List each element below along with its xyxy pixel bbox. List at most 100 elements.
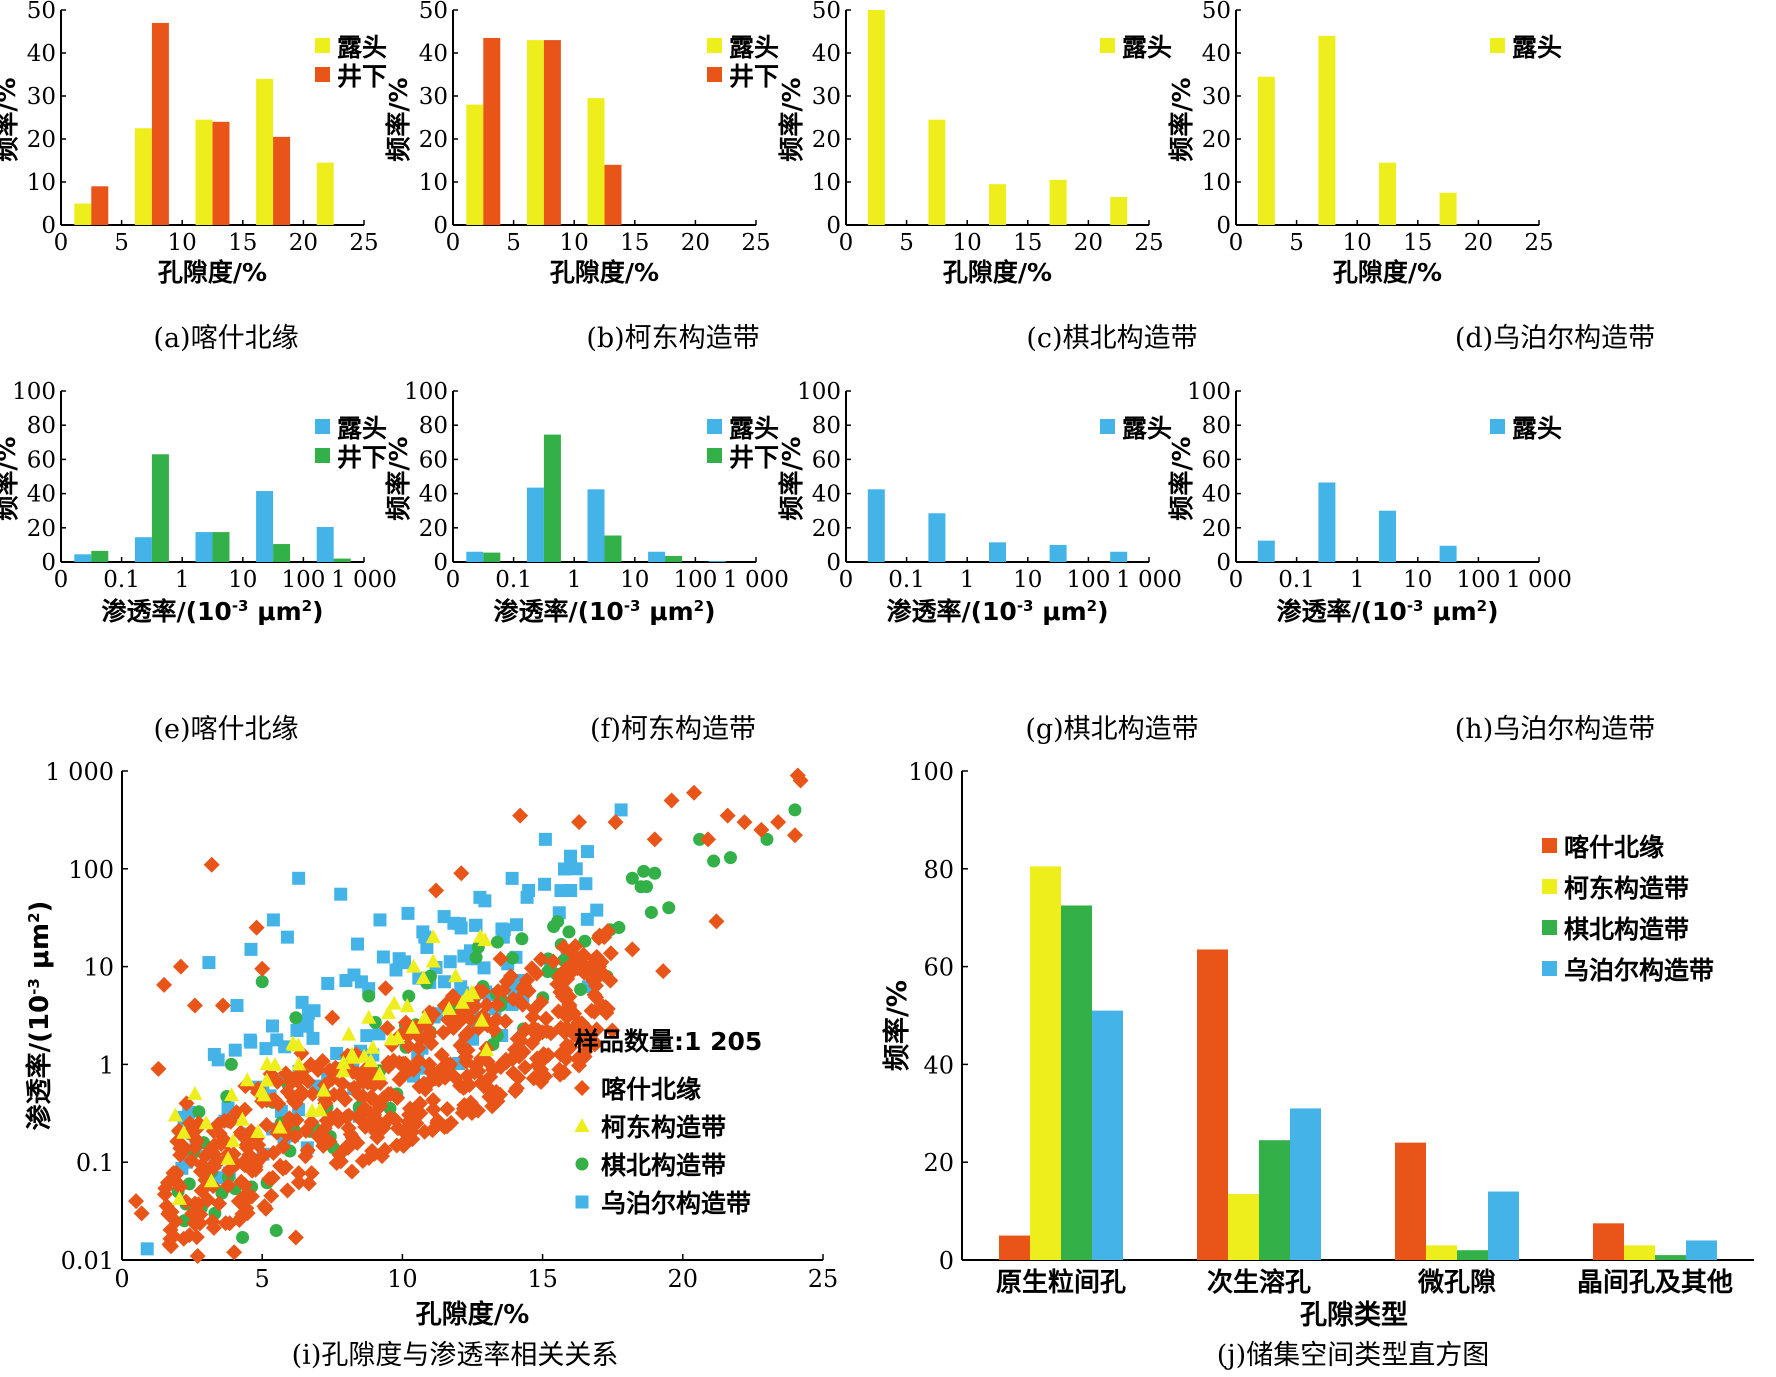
legend-a-0-swatch <box>315 38 330 53</box>
point-棋北构造带-cloud-5 <box>469 950 483 964</box>
legend-i-3-label: 乌泊尔构造带 <box>601 1189 751 1218</box>
point-喀什北缘-cloud-440 <box>439 1100 456 1117</box>
x-tick-label-e-4: 100 <box>281 567 325 593</box>
point-喀什北缘-cloud-455 <box>593 953 610 970</box>
y-tick-label-i-2: 1 <box>99 1051 114 1079</box>
point-喀什北缘-cloud-252 <box>489 996 506 1013</box>
point-喀什北缘-cloud-435 <box>162 1221 179 1238</box>
x-tick-label-h-1: 0.1 <box>1278 567 1315 593</box>
x-tick-label-h-2: 1 <box>1350 567 1365 593</box>
y-tick-label-a-5: 50 <box>27 0 56 24</box>
point-喀什北缘-cloud-409 <box>360 1149 377 1166</box>
bar-j-棋北构造带-晶间孔及其他 <box>1655 1255 1686 1260</box>
point-喀什北缘-cloud-493 <box>469 1102 486 1119</box>
x-axis-label-c: 孔隙度/% <box>943 258 1052 287</box>
y-tick-label-e-5: 100 <box>12 379 56 405</box>
point-棋北构造带-cloud-30 <box>637 864 651 878</box>
x-axis-label-b: 孔隙度/% <box>550 258 659 287</box>
point-喀什北缘-cloud-480 <box>349 1134 366 1151</box>
legend-j-3-swatch <box>1542 961 1557 976</box>
point-喀什北缘-cloud-384 <box>494 1056 511 1073</box>
y-tick-label-f-0: 0 <box>433 550 448 576</box>
point-乌泊尔构造带-cloud-58 <box>469 918 483 932</box>
y-axis-label-i: 渗透率/(10-3 μm2) <box>24 901 55 1131</box>
point-柯东构造带-3 <box>198 1115 214 1130</box>
point-喀什北缘-47 <box>719 807 736 824</box>
legend-i-0-marker <box>574 1080 590 1096</box>
bar-c-露头-20-25 <box>1110 197 1128 225</box>
x-tick-label-c-1: 5 <box>899 230 914 256</box>
point-喀什北缘-cloud-256 <box>412 1095 429 1112</box>
y-axis-label-c: 频率/% <box>777 77 806 161</box>
point-柯东构造带-cloud-39 <box>234 1111 250 1126</box>
point-乌泊尔构造带-cloud-126 <box>307 1004 321 1018</box>
point-乌泊尔构造带-cloud-74 <box>389 963 403 977</box>
point-乌泊尔构造带-cloud-47 <box>590 903 604 917</box>
point-喀什北缘-cloud-325 <box>157 1180 174 1197</box>
legend-h-0-swatch <box>1490 419 1505 434</box>
point-喀什北缘-6 <box>186 997 203 1014</box>
point-乌泊尔构造带-cloud-63 <box>443 955 457 969</box>
x-tick-label-e-3: 10 <box>228 567 257 593</box>
point-喀什北缘-cloud-315 <box>561 988 578 1005</box>
point-喀什北缘-cloud-426 <box>443 1114 460 1131</box>
point-喀什北缘-cloud-484 <box>373 1148 390 1165</box>
point-喀什北缘-cloud-508 <box>321 1062 338 1079</box>
point-乌泊尔构造带-10 <box>351 937 365 951</box>
point-棋北构造带-cloud-18 <box>490 935 504 949</box>
bar-d-露头-0-5 <box>1257 76 1275 226</box>
point-喀什北缘-cloud-225 <box>258 1116 275 1133</box>
point-喀什北缘-cloud-184 <box>410 1039 427 1056</box>
point-喀什北缘-cloud-507 <box>446 1011 463 1028</box>
point-棋北构造带-cloud-15 <box>192 1105 206 1119</box>
legend-i-1-marker <box>574 1118 590 1132</box>
bar-f-井下-0.1-1 <box>543 434 561 562</box>
caption-f: (f)柯东构造带 <box>589 714 757 745</box>
bar-j-喀什北缘-次生溶孔 <box>1197 949 1228 1260</box>
point-柯东构造带-cloud-14 <box>390 1029 406 1044</box>
x-tick-label-f-5: 1 000 <box>723 567 789 593</box>
point-棋北构造带-22 <box>760 832 774 846</box>
caption-b: (b)柯东构造带 <box>586 323 760 354</box>
point-喀什北缘-cloud-262 <box>433 1046 450 1063</box>
legend-a-1-swatch <box>315 67 330 82</box>
point-乌泊尔构造带-0 <box>140 1242 154 1256</box>
bar-e-井下-0.1-1 <box>151 454 169 562</box>
point-棋北构造带-cloud-43 <box>547 920 561 934</box>
point-柯东构造带-cloud-28 <box>365 1039 381 1054</box>
point-乌泊尔构造带-cloud-86 <box>211 1053 225 1067</box>
legend-i-2-marker <box>575 1157 589 1171</box>
point-喀什北缘-cloud-443 <box>266 1091 283 1108</box>
point-喀什北缘-cloud-424 <box>175 1138 192 1155</box>
y-tick-label-f-2: 40 <box>419 482 448 508</box>
legend-i-3-marker <box>575 1195 589 1209</box>
bar-b-露头-5-10 <box>526 40 544 225</box>
y-tick-label-b-5: 50 <box>419 0 448 24</box>
point-喀什北缘-cloud-37 <box>425 1092 442 1109</box>
point-柯东构造带-cloud-43 <box>472 928 488 943</box>
x-axis-label-h: 渗透率/(10-3 μm2) <box>1276 597 1498 626</box>
x-tick-label-f-1: 0.1 <box>495 567 532 593</box>
bar-j-柯东构造带-次生溶孔 <box>1228 1193 1259 1260</box>
point-喀什北缘-cloud-299 <box>412 1105 429 1122</box>
point-喀什北缘-cloud-463 <box>421 1073 438 1090</box>
x-tick-label-d-5: 25 <box>1524 230 1553 256</box>
y-tick-label-i-5: 1 000 <box>45 758 114 786</box>
point-乌泊尔构造带-9 <box>334 887 348 901</box>
point-喀什北缘-11 <box>226 1244 243 1261</box>
legend-e-0-label: 露头 <box>337 414 387 443</box>
caption-a: (a)喀什北缘 <box>153 323 299 354</box>
point-喀什北缘-cloud-516 <box>478 997 495 1014</box>
point-棋北构造带-6 <box>269 1224 283 1238</box>
bar-j-喀什北缘-微孔隙 <box>1395 1142 1426 1260</box>
point-喀什北缘-cloud-433 <box>340 1107 357 1124</box>
y-tick-label-g-0: 0 <box>826 550 841 576</box>
legend-j-2-label: 棋北构造带 <box>1564 915 1689 944</box>
point-棋北构造带-5 <box>255 975 269 989</box>
point-喀什北缘-cloud-495 <box>497 1013 514 1030</box>
x-tick-label-j-2: 微孔隙 <box>1417 1267 1496 1298</box>
point-乌泊尔构造带-6 <box>280 930 294 944</box>
x-tick-label-a-5: 25 <box>349 230 378 256</box>
point-喀什北缘-cloud-488 <box>538 1023 555 1040</box>
x-tick-label-c-3: 15 <box>1013 230 1042 256</box>
